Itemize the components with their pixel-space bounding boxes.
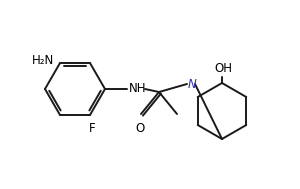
Text: F: F (89, 122, 95, 135)
Text: OH: OH (214, 62, 232, 75)
Text: H₂N: H₂N (32, 53, 54, 67)
Text: N: N (188, 77, 197, 91)
Text: NH: NH (129, 81, 146, 94)
Text: O: O (135, 122, 145, 135)
